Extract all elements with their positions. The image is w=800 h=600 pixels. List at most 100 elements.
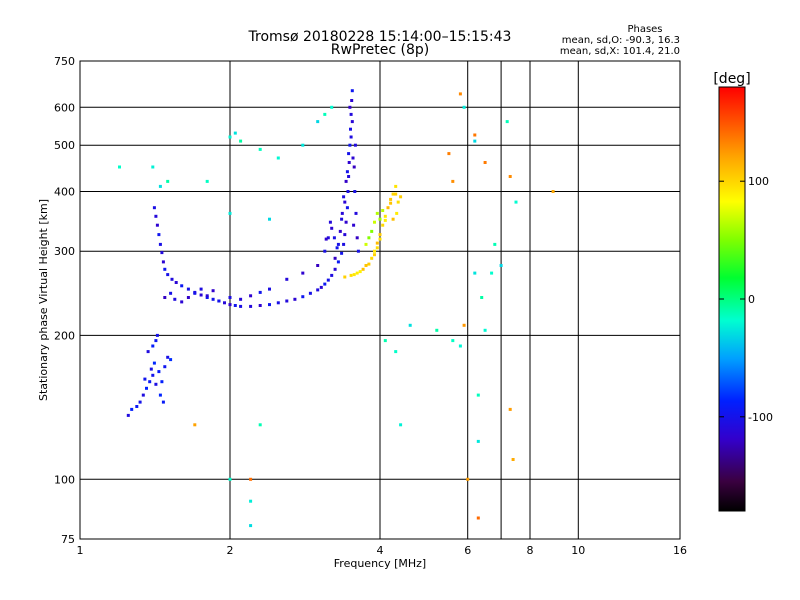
data-point-s1-39	[343, 233, 347, 237]
data-point-s2-45	[351, 156, 355, 160]
data-point-s1-0	[152, 206, 156, 210]
data-point-s2-44	[353, 143, 357, 147]
data-point-s0-7	[151, 373, 155, 377]
data-point-s2-4	[186, 296, 190, 299]
x-tick-label-0: 1	[77, 544, 84, 557]
data-point-s5-2	[158, 184, 162, 188]
data-point-s1-49	[350, 89, 354, 93]
data-point-s3-4	[367, 262, 371, 266]
data-point-s5-18	[249, 499, 253, 503]
legend-line-o: mean, sd,O: -90.3, 16.3	[562, 35, 680, 46]
colorbar-ticks: 100 0 -100	[719, 175, 773, 424]
data-point-s3-3	[361, 267, 365, 271]
data-point-s3-25	[399, 195, 403, 199]
data-point-s2-7	[205, 294, 209, 298]
data-points	[118, 89, 555, 528]
data-point-s0-2	[135, 405, 139, 408]
data-point-s1-48	[350, 99, 354, 102]
data-point-s1-27	[293, 297, 297, 301]
data-point-s0-18	[151, 344, 155, 348]
data-point-s2-34	[335, 246, 339, 250]
data-point-s6-13	[551, 190, 555, 193]
data-point-s5-38	[490, 271, 494, 275]
data-point-s5-35	[462, 105, 466, 109]
data-point-s3-23	[395, 211, 399, 215]
data-point-s5-17	[228, 477, 232, 481]
x-tick-label-6: 16	[673, 544, 687, 557]
data-point-s1-37	[340, 251, 344, 255]
data-point-s2-15	[285, 277, 289, 281]
data-point-s2-12	[249, 294, 253, 298]
data-point-s5-19	[249, 524, 253, 528]
data-point-s5-25	[451, 339, 455, 343]
data-point-s0-11	[143, 377, 147, 381]
data-point-s2-27	[349, 135, 353, 139]
data-point-s2-19	[326, 236, 330, 240]
data-point-s2-35	[332, 236, 336, 240]
data-point-s0-13	[152, 361, 156, 365]
data-point-s3-16	[364, 264, 368, 267]
data-point-s5-12	[323, 112, 327, 116]
data-point-s1-42	[346, 190, 350, 193]
data-point-s4-5	[364, 242, 368, 246]
data-point-s1-33	[326, 278, 330, 282]
chart-subtitle: RwPretec (8p)	[331, 42, 429, 58]
data-point-s0-16	[166, 355, 170, 359]
data-point-s1-8	[166, 273, 170, 277]
y-tick-label-2: 200	[54, 329, 75, 342]
data-point-s2-40	[354, 211, 358, 215]
data-point-s1-46	[349, 127, 352, 131]
data-point-s2-17	[316, 264, 320, 267]
data-point-s1-3	[157, 233, 161, 237]
x-tick-label-5: 10	[571, 544, 585, 557]
data-point-s4-0	[370, 229, 374, 233]
data-point-s6-11	[458, 92, 462, 96]
data-point-s2-32	[340, 211, 344, 215]
data-point-s2-5	[193, 291, 197, 295]
data-point-s5-29	[476, 393, 480, 397]
data-point-s5-21	[394, 350, 398, 354]
data-point-s4-3	[378, 217, 382, 221]
data-point-s3-7	[375, 241, 379, 245]
data-point-s5-37	[493, 242, 497, 246]
data-point-s1-29	[308, 291, 312, 295]
data-point-s0-5	[145, 386, 148, 390]
y-axis-ticks: 75 100 200 300 400 500 600 750	[54, 55, 75, 546]
data-point-s3-9	[381, 223, 385, 227]
data-point-s5-30	[483, 328, 487, 332]
data-point-s1-20	[233, 304, 237, 307]
data-point-s2-41	[352, 223, 356, 227]
data-point-s5-34	[514, 200, 518, 204]
data-point-s6-12	[462, 323, 466, 327]
data-point-s5-15	[268, 217, 271, 221]
data-point-s3-15	[358, 270, 362, 274]
data-point-s2-29	[348, 105, 352, 109]
data-point-s2-2	[173, 297, 177, 301]
data-point-s1-1	[154, 214, 158, 218]
data-point-s5-4	[205, 179, 209, 183]
data-point-s1-12	[186, 287, 190, 291]
data-point-s3-0	[343, 275, 347, 279]
colorbar-tick-label-2: -100	[748, 411, 773, 424]
data-point-s0-22	[160, 380, 164, 384]
data-point-s2-8	[211, 289, 215, 293]
data-point-s1-22	[249, 304, 253, 308]
x-tick-label-3: 6	[464, 544, 471, 557]
data-point-s5-27	[473, 271, 477, 275]
data-point-s3-20	[389, 201, 393, 205]
data-point-s1-43	[347, 175, 351, 178]
colorbar-tick-label-0: 100	[748, 175, 769, 188]
data-point-s2-16	[301, 271, 305, 275]
data-point-s5-36	[473, 139, 477, 143]
data-point-s5-22	[399, 423, 403, 427]
data-point-s0-1	[130, 407, 134, 411]
y-tick-label-5: 500	[54, 139, 75, 152]
x-tick-label-2: 4	[377, 544, 384, 557]
data-point-s6-9	[511, 458, 515, 461]
data-point-s5-14	[228, 211, 232, 215]
data-point-s1-18	[223, 301, 226, 305]
y-tick-label-3: 300	[54, 245, 75, 258]
chart-title: Tromsø 20180228 15:14:00–15:15:43	[248, 29, 512, 45]
data-point-s0-3	[138, 400, 142, 404]
